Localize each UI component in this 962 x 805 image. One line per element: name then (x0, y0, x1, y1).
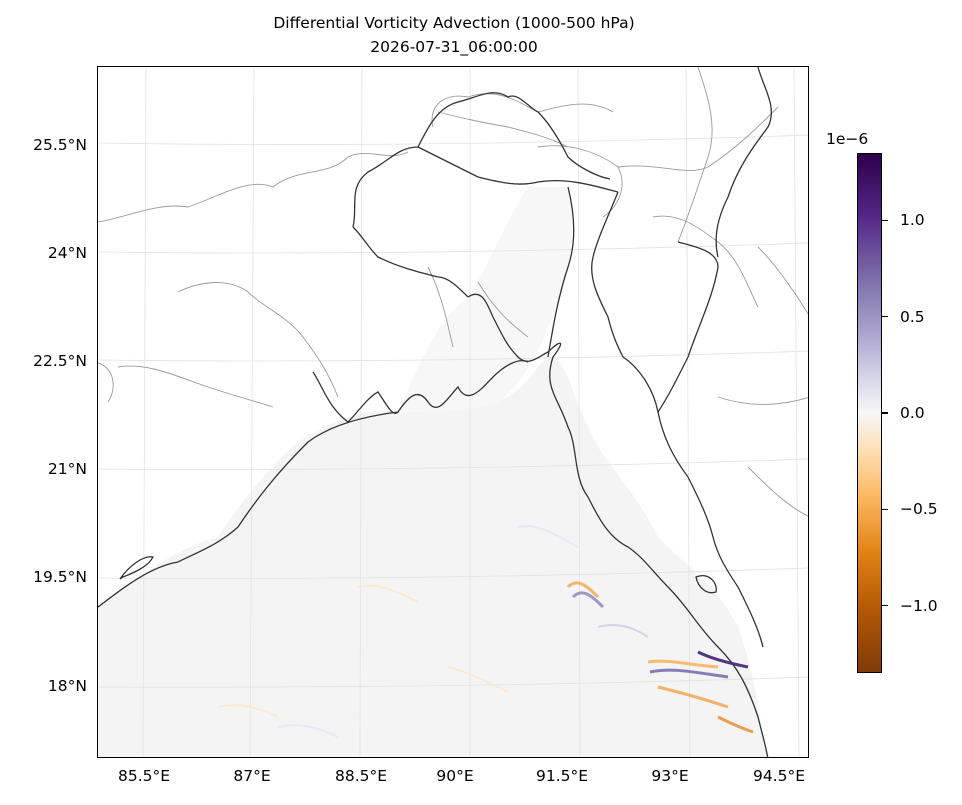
colorbar (857, 153, 882, 673)
y-tick-label: 19.5°N (33, 568, 87, 586)
y-tick-label: 22.5°N (33, 352, 87, 370)
map-canvas (98, 67, 808, 757)
chart-title: Differential Vorticity Advection (1000-5… (273, 14, 635, 32)
y-tick-label: 25.5°N (33, 136, 87, 154)
colorbar-tick-label: 0.5 (900, 307, 925, 326)
coastlines (98, 67, 772, 757)
colorbar-tick-mark (882, 412, 888, 414)
map-panel (97, 66, 809, 758)
colorbar-tick-mark (882, 219, 888, 221)
x-tick-label: 87°E (233, 767, 271, 785)
colorbar-tick-label: −0.5 (900, 500, 938, 519)
x-tick-label: 94.5°E (752, 767, 806, 785)
y-tick-label: 21°N (47, 460, 87, 478)
colorbar-exponent: 1e−6 (826, 130, 869, 148)
x-tick-label: 93°E (651, 767, 689, 785)
y-tick-label: 24°N (47, 244, 87, 262)
ocean-field (98, 356, 768, 757)
y-tick-label: 18°N (47, 677, 87, 695)
colorbar-tick-label: 1.0 (900, 211, 925, 230)
state-borders (98, 67, 808, 517)
vorticity-features (217, 525, 754, 738)
x-tick-label: 91.5°E (535, 767, 589, 785)
x-tick-label: 88.5°E (334, 767, 388, 785)
colorbar-tick-mark (882, 604, 888, 607)
x-tick-label: 85.5°E (117, 767, 171, 785)
x-tick-label: 90°E (436, 767, 474, 785)
colorbar-tick-mark (882, 316, 888, 318)
chart-subtitle-datetime: 2026-07-31_06:00:00 (370, 38, 538, 56)
colorbar-tick-label: 0.0 (900, 404, 925, 422)
colorbar-tick-label: −1.0 (900, 596, 938, 615)
colorbar-tick-mark (882, 508, 888, 510)
gridlines (98, 67, 808, 757)
